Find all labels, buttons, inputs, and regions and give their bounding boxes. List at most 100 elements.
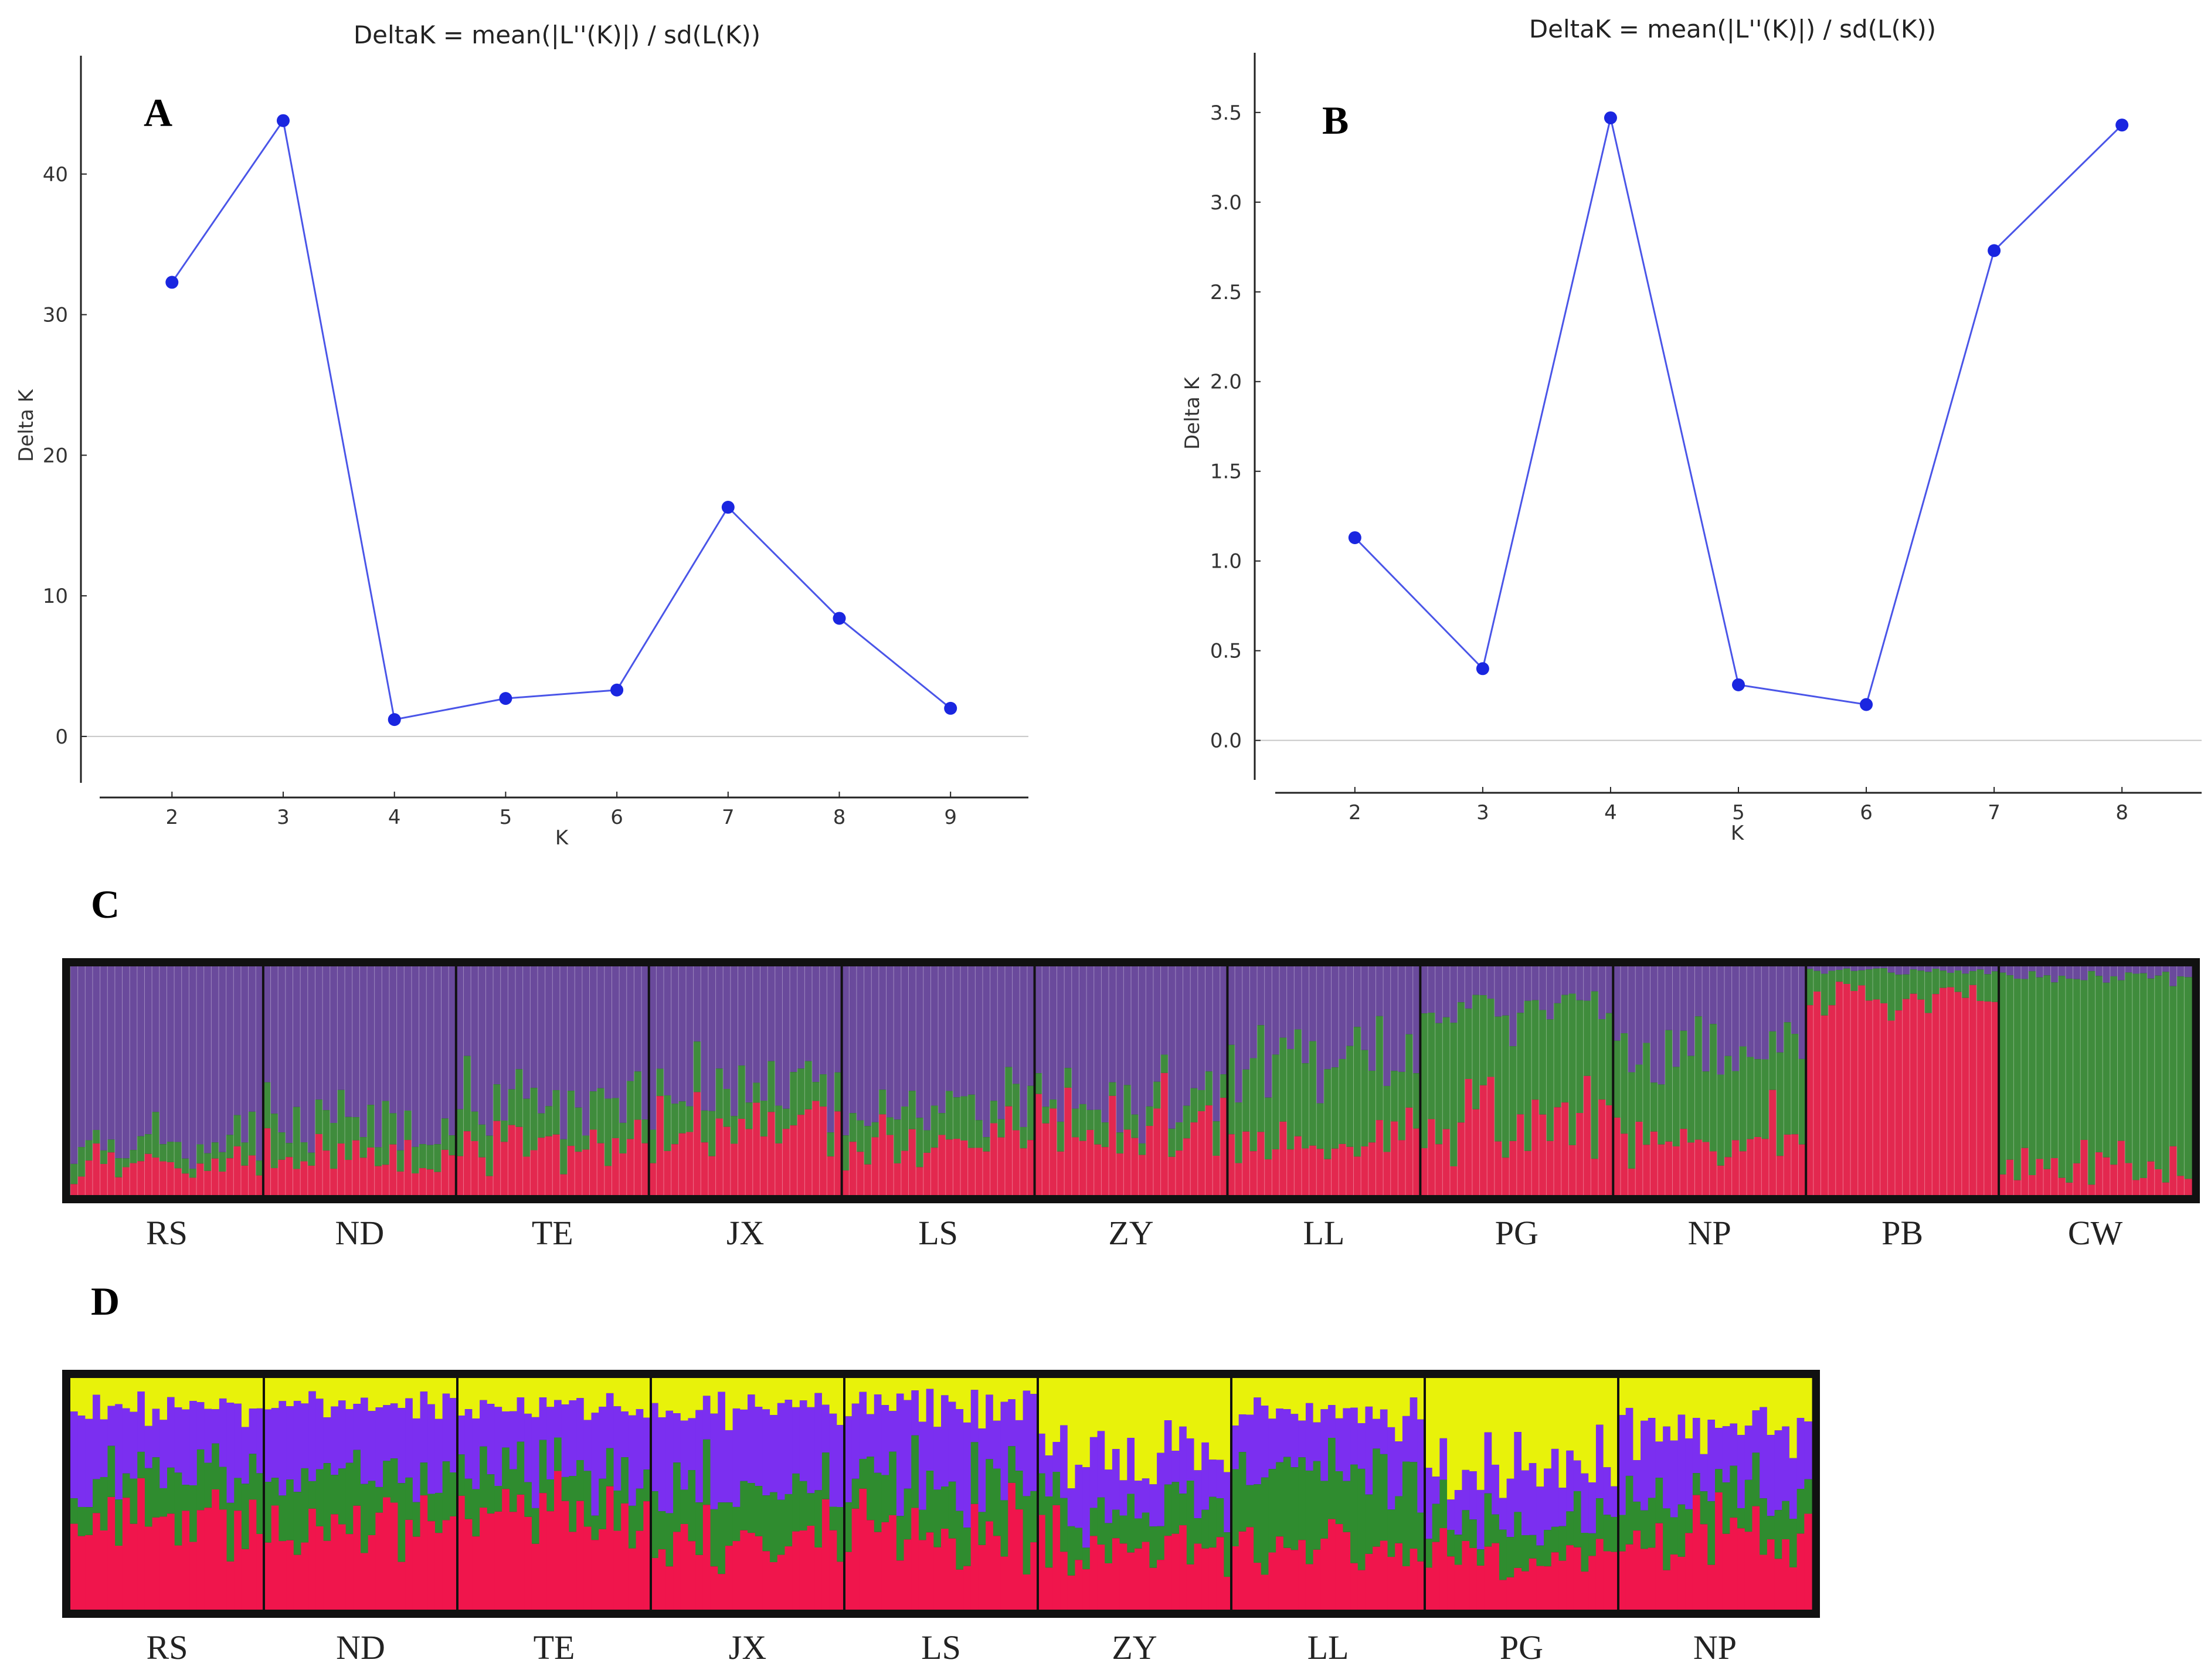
individual-bar-yellow: [599, 1378, 607, 1407]
individual-bar-yellow: [1581, 1378, 1589, 1474]
population-np: [1612, 966, 1806, 1195]
individual-bar-red: [457, 1495, 466, 1610]
individual-bar-red: [1521, 1571, 1530, 1610]
delta-k-point: [388, 713, 401, 727]
individual-bar-red: [279, 1541, 287, 1610]
individual-bar-green: [353, 1450, 361, 1506]
individual-bar-violet: [480, 1400, 488, 1447]
individual-bar-violet: [628, 1415, 637, 1506]
y-tick-label: 0.5: [1210, 640, 1242, 663]
individual-bar-yellow: [621, 1378, 629, 1412]
individual-bar-red: [834, 1111, 843, 1195]
individual-bar-purple: [2154, 966, 2162, 976]
individual-bar-violet: [1350, 1407, 1358, 1465]
individual-bar-green: [1776, 1052, 1784, 1156]
individual-bar-red: [752, 1102, 761, 1195]
individual-bar-yellow: [1655, 1378, 1663, 1442]
individual-bar-purple: [1642, 966, 1651, 1043]
individual-bar-red: [701, 1142, 709, 1195]
individual-bar-red: [975, 1148, 983, 1195]
individual-bar-yellow: [904, 1378, 912, 1400]
individual-bar-red: [878, 1114, 887, 1195]
individual-bar-violet: [85, 1418, 93, 1508]
individual-bar-green: [1680, 1030, 1688, 1129]
individual-bar-violet: [918, 1421, 927, 1510]
individual-bar-violet: [799, 1400, 808, 1481]
individual-bar-purple: [1435, 966, 1443, 1023]
y-tick-label: 0: [55, 725, 68, 749]
individual-bar-yellow: [688, 1378, 696, 1418]
individual-bar-green: [1298, 1457, 1306, 1540]
individual-bar-violet: [1365, 1406, 1373, 1495]
individual-bar-green: [2103, 982, 2111, 1158]
individual-bar-green: [930, 1105, 939, 1148]
individual-bar-green: [1796, 1489, 1805, 1534]
individual-bar-purple: [626, 966, 635, 1081]
individual-bar-violet: [881, 1405, 889, 1475]
individual-bar-green: [837, 1507, 845, 1562]
individual-bar-red: [1655, 1523, 1663, 1610]
population-ls: [841, 966, 1035, 1195]
individual-bar-yellow: [941, 1378, 949, 1396]
individual-bar-purple: [708, 966, 716, 1111]
individual-bar-yellow: [264, 1378, 272, 1410]
population-label: PB: [1881, 1214, 1923, 1252]
individual-bar-violet: [1722, 1426, 1730, 1483]
individual-bar-green: [1628, 1072, 1636, 1169]
individual-bar-red: [1605, 1105, 1614, 1195]
individual-bar-violet: [107, 1406, 116, 1446]
individual-bar-yellow: [814, 1378, 823, 1393]
individual-bar-green: [1969, 971, 1977, 985]
delta-k-point: [1732, 678, 1745, 691]
individual-bar-red: [263, 1128, 271, 1195]
individual-bar-red: [1186, 1564, 1195, 1610]
individual-bar-red: [2110, 1165, 2118, 1195]
individual-bar-red: [710, 1566, 718, 1610]
individual-bar-red: [1346, 1146, 1354, 1195]
individual-bar-green: [1509, 1046, 1517, 1141]
individual-bar-green: [1821, 973, 1829, 1016]
individual-bar-purple: [901, 966, 909, 1107]
individual-bar-yellow: [591, 1378, 599, 1413]
individual-bar-red: [1246, 1527, 1254, 1610]
individual-bar-red: [1850, 991, 1859, 1195]
individual-bar-green: [1435, 1023, 1443, 1145]
individual-bar-green: [375, 1486, 383, 1513]
individual-bar-red: [315, 1526, 324, 1610]
individual-bar-green: [755, 1486, 763, 1536]
individual-bar-green: [1961, 973, 1970, 998]
individual-bar-yellow: [256, 1378, 264, 1409]
individual-bar-green: [70, 1163, 79, 1185]
individual-bar-purple: [508, 966, 516, 1090]
individual-bar-violet: [1052, 1442, 1061, 1472]
individual-bar-green: [1405, 1034, 1414, 1108]
individual-bar-green: [1603, 1515, 1611, 1552]
individual-bar-purple: [300, 966, 308, 1143]
individual-bar-purple: [493, 966, 501, 1085]
individual-bar-red: [1880, 1003, 1888, 1195]
individual-bar-green: [315, 1469, 324, 1526]
individual-bar-red: [807, 1525, 815, 1610]
individual-bar-green: [1020, 1126, 1028, 1149]
individual-bar-violet: [993, 1420, 1001, 1469]
individual-bar-purple: [174, 966, 182, 1142]
individual-bar-red: [234, 1511, 242, 1610]
individual-bar-yellow: [152, 1378, 160, 1409]
individual-bar-red: [760, 1136, 768, 1195]
individual-bar-violet: [748, 1394, 756, 1484]
individual-bar-green: [1744, 1479, 1753, 1532]
individual-bar-green: [695, 1502, 704, 1555]
individual-bar-purple: [975, 966, 983, 1121]
individual-bar-green: [1754, 1059, 1762, 1137]
individual-bar-violet: [427, 1404, 436, 1494]
individual-bar-green: [1361, 1050, 1369, 1147]
individual-bar-red: [953, 1139, 961, 1195]
individual-bar-green: [643, 1469, 651, 1502]
individual-bar-red: [427, 1521, 436, 1610]
individual-bar-purple: [1116, 966, 1124, 1133]
individual-bar-green: [680, 1489, 689, 1524]
individual-bar-purple: [782, 966, 790, 1109]
individual-bar-red: [599, 1529, 607, 1610]
individual-bar-red: [1677, 1556, 1686, 1610]
individual-bar-violet: [1744, 1426, 1753, 1480]
